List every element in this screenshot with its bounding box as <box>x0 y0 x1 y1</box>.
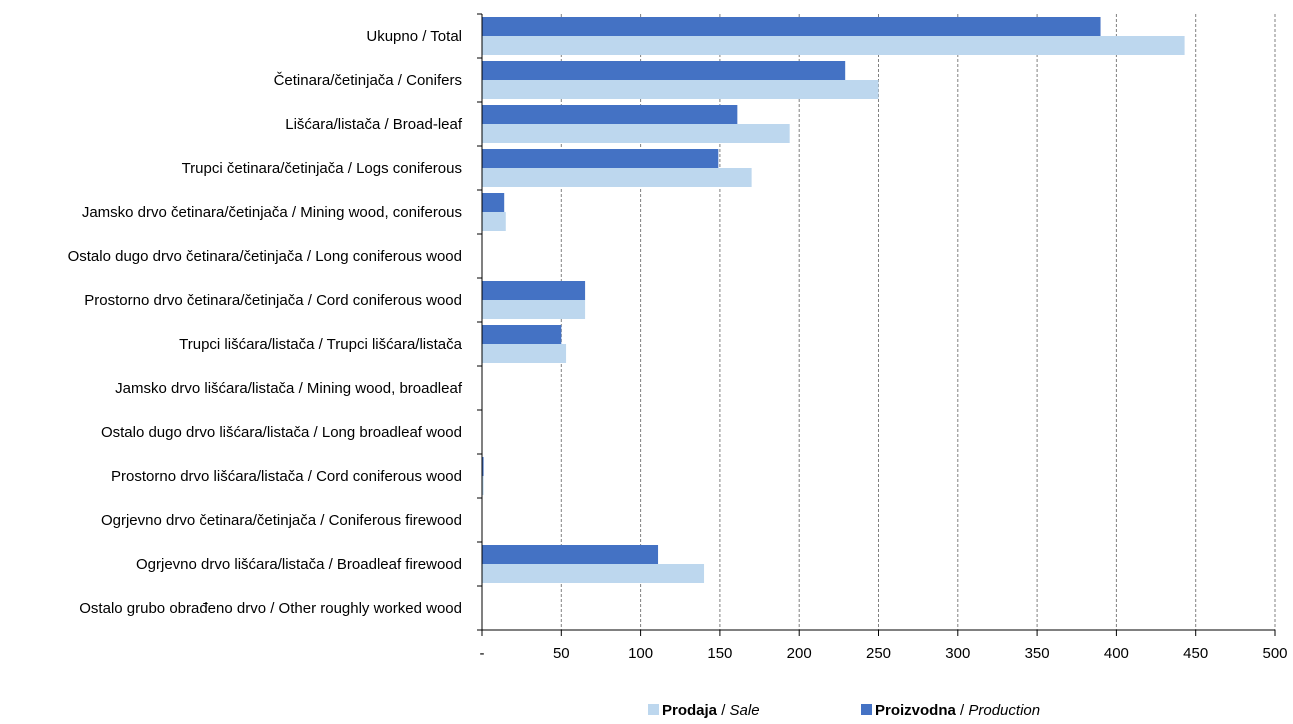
bar-production <box>482 325 562 344</box>
category-label: Jamsko drvo četinara/četinjača / Mining … <box>82 204 462 221</box>
bar-production <box>482 457 484 476</box>
category-label: Prostorno drvo lišćara/listača / Cord co… <box>111 468 462 485</box>
category-label: Prostorno drvo četinara/četinjača / Cord… <box>84 292 462 309</box>
category-labels: Ukupno / Total Četinara/četinjača / Conif… <box>68 13 482 631</box>
bar-sale <box>482 36 1185 55</box>
bar-production <box>482 193 505 212</box>
category-label: Ostalo dugo drvo lišćara/listača / Long … <box>101 424 462 441</box>
x-tick-label: - <box>480 645 485 662</box>
category-label: Trupci četinara/četinjača / Logs conifer… <box>182 160 462 177</box>
bar-production <box>482 545 659 564</box>
bar-sale <box>482 212 506 231</box>
bar-sale <box>482 300 586 319</box>
category-label: Četinara/četinjača / Conifers <box>274 72 462 89</box>
category-label: Trupci lišćara/listača / Trupci lišćara/… <box>179 336 463 353</box>
x-tick-label: 450 <box>1183 645 1208 662</box>
x-tick-label: 200 <box>787 645 812 662</box>
bar-production <box>482 17 1101 36</box>
bar-production <box>482 105 738 124</box>
bar-sale <box>482 476 484 495</box>
legend-entry: Proizvodna / Production <box>875 702 1040 719</box>
x-tick-label: 400 <box>1104 645 1129 662</box>
legend-name-bold: Proizvodna <box>875 702 957 719</box>
x-tick-label: 350 <box>1025 645 1050 662</box>
bar-sale <box>482 124 790 143</box>
x-tick-label: 150 <box>707 645 732 662</box>
legend-name-italic: Sale <box>730 702 760 719</box>
x-tick-label: 300 <box>945 645 970 662</box>
bar-production <box>482 61 846 80</box>
x-tick-label: 100 <box>628 645 653 662</box>
x-tick-label: 50 <box>553 645 570 662</box>
bar-sale <box>482 344 567 363</box>
category-label: Ukupno / Total <box>366 28 462 45</box>
legend-name-italic: Production <box>968 702 1040 719</box>
legend-entry: Prodaja / Sale <box>662 702 760 719</box>
legend: Prodaja / Sale Proizvodna / Production <box>648 702 1040 719</box>
legend-swatch <box>861 704 872 715</box>
category-label: Lišćara/listača / Broad-leaf <box>285 116 463 133</box>
bar-sale <box>482 80 879 99</box>
category-label: Jamsko drvo lišćara/listača / Mining woo… <box>115 380 463 397</box>
legend-name-bold: Prodaja <box>662 702 718 719</box>
bar-production <box>482 149 719 168</box>
bar-production <box>482 281 586 300</box>
category-label: Ostalo dugo drvo četinara/četinjača / Lo… <box>68 248 462 265</box>
grid-lines <box>560 14 1276 630</box>
x-tick-labels: - 50 100 150 200 250 300 350 400 450 500 <box>480 630 1288 662</box>
x-tick-label: 250 <box>866 645 891 662</box>
bars <box>482 17 1185 583</box>
x-tick-label: 500 <box>1262 645 1287 662</box>
category-label: Ostalo grubo obrađeno drvo / Other rough… <box>79 600 462 617</box>
bar-sale <box>482 168 752 187</box>
category-label: Ogrjevno drvo lišćara/listača / Broadlea… <box>136 556 462 573</box>
legend-swatch <box>648 704 659 715</box>
bar-sale <box>482 564 705 583</box>
category-label: Ogrjevno drvo četinara/četinjača / Conif… <box>101 512 462 529</box>
